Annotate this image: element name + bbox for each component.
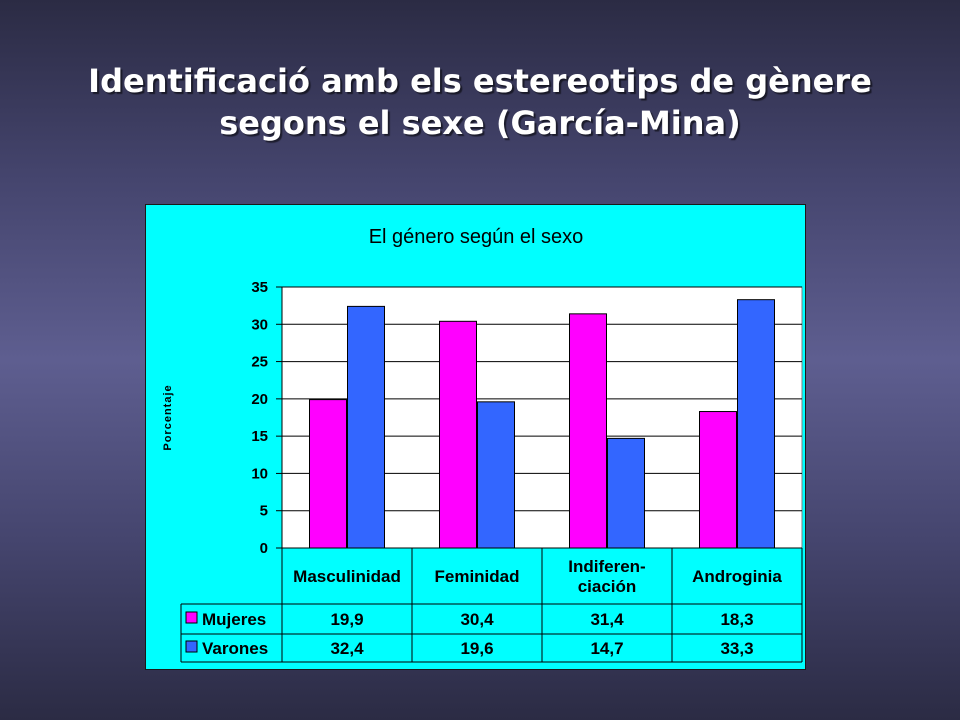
table-value: 31,4 <box>590 610 624 629</box>
y-tick-label: 5 <box>260 503 268 520</box>
legend-label-mujeres: Mujeres <box>202 610 266 629</box>
slide-title-line-2: segons el sexe (García-Mina) <box>219 104 741 142</box>
legend-key-mujeres <box>185 611 198 624</box>
chart-area: El género según el sexo Porcentaje 0 5 10 15 2… <box>145 204 806 670</box>
bar-mujeres <box>569 313 607 549</box>
y-axis-label: Porcentaje <box>162 384 174 450</box>
table-value: 19,9 <box>330 610 363 629</box>
bar-varones <box>477 401 515 549</box>
table-value: 14,7 <box>590 639 623 658</box>
table-value: 18,3 <box>720 610 753 629</box>
y-tick-label: 30 <box>251 316 268 333</box>
y-tick-label: 20 <box>251 391 268 408</box>
slide-title-line-1: Identificació amb els estereotips de gèn… <box>88 62 872 100</box>
legend-key-varones <box>185 640 198 653</box>
y-tick-label: 25 <box>251 354 268 371</box>
category-label: Masculinidad <box>293 567 401 586</box>
table-value: 19,6 <box>460 639 493 658</box>
bar-varones <box>737 299 775 549</box>
category-label: ciación <box>578 577 637 596</box>
bar-mujeres <box>309 399 347 549</box>
bar-chart: El género según el sexo Porcentaje 0 5 10 15 2… <box>162 226 803 663</box>
legend-label-varones: Varones <box>202 639 268 658</box>
category-label: Indiferen- <box>568 557 645 576</box>
y-tick-label: 0 <box>260 540 268 557</box>
chart-title: El género según el sexo <box>369 226 584 248</box>
table-value: 32,4 <box>330 639 364 658</box>
bar-mujeres <box>699 411 737 549</box>
bar-mujeres <box>439 320 477 549</box>
table-value: 30,4 <box>460 610 494 629</box>
category-label: Androginia <box>692 567 782 586</box>
slide-title: Identificació amb els estereotips de gèn… <box>0 60 960 144</box>
category-label: Feminidad <box>434 567 519 586</box>
bar-varones <box>607 437 645 549</box>
y-tick-label: 10 <box>251 465 268 482</box>
table-value: 33,3 <box>720 639 753 658</box>
y-tick-label: 15 <box>251 428 268 445</box>
y-tick-label: 35 <box>251 279 268 296</box>
bar-varones <box>347 305 385 549</box>
